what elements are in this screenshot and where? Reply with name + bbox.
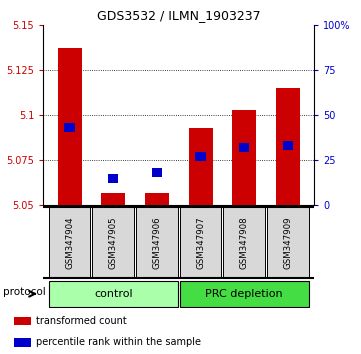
- Bar: [14, 317, 31, 325]
- Bar: [145, 193, 169, 205]
- Bar: [57, 48, 82, 205]
- FancyBboxPatch shape: [49, 281, 178, 307]
- Bar: [232, 110, 256, 205]
- FancyBboxPatch shape: [267, 207, 309, 278]
- Text: GSM347907: GSM347907: [196, 216, 205, 269]
- Bar: [239, 143, 249, 152]
- Bar: [195, 152, 206, 161]
- Text: transformed count: transformed count: [36, 316, 127, 326]
- Bar: [283, 141, 293, 150]
- Text: protocol: protocol: [4, 287, 46, 297]
- FancyBboxPatch shape: [223, 207, 265, 278]
- Bar: [276, 88, 300, 205]
- Bar: [108, 174, 118, 183]
- Text: GSM347905: GSM347905: [109, 216, 118, 269]
- Title: GDS3532 / ILMN_1903237: GDS3532 / ILMN_1903237: [97, 9, 261, 22]
- Bar: [101, 193, 125, 205]
- Bar: [14, 338, 31, 347]
- Text: GSM347904: GSM347904: [65, 216, 74, 269]
- Text: PRC depletion: PRC depletion: [205, 289, 283, 299]
- Text: GSM347908: GSM347908: [240, 216, 249, 269]
- Text: GSM347909: GSM347909: [283, 216, 292, 269]
- Text: percentile rank within the sample: percentile rank within the sample: [36, 337, 201, 348]
- FancyBboxPatch shape: [179, 281, 309, 307]
- Bar: [64, 123, 75, 132]
- FancyBboxPatch shape: [136, 207, 178, 278]
- FancyBboxPatch shape: [49, 207, 91, 278]
- Bar: [152, 168, 162, 177]
- FancyBboxPatch shape: [179, 207, 222, 278]
- FancyBboxPatch shape: [92, 207, 134, 278]
- Text: GSM347906: GSM347906: [152, 216, 161, 269]
- Bar: [188, 128, 213, 205]
- Text: control: control: [94, 289, 132, 299]
